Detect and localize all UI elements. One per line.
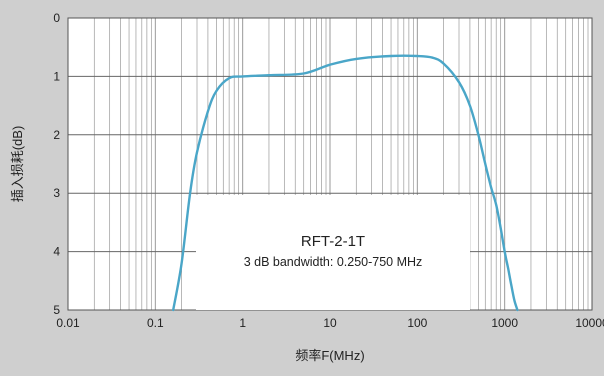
annotation-subtitle: 3 dB bandwidth: 0.250-750 MHz	[244, 255, 423, 269]
x-axis-title: 频率F(MHz)	[295, 348, 364, 363]
annotation-box: RFT-2-1T 3 dB bandwidth: 0.250-750 MHz	[196, 195, 470, 310]
series-line	[172, 54, 519, 312]
y-tick-label: 4	[53, 245, 60, 259]
y-tick-label: 3	[53, 186, 60, 200]
annotation-background	[196, 195, 470, 310]
y-tick-label: 0	[53, 11, 60, 25]
annotation-title: RFT-2-1T	[301, 233, 365, 250]
x-tick-label: 10	[323, 316, 337, 330]
x-tick-label: 100	[407, 316, 427, 330]
x-tick-label: 1	[239, 316, 246, 330]
x-tick-label: 10000	[575, 316, 604, 330]
x-tick-label: 0.01	[56, 316, 80, 330]
x-tick-labels: 0.01 0.1 1 10 100 1000 10000	[56, 316, 604, 330]
y-tick-label: 1	[53, 69, 60, 83]
x-tick-label: 1000	[491, 316, 518, 330]
series-layer	[172, 54, 519, 312]
y-tick-label: 5	[53, 303, 60, 317]
x-tick-label: 0.1	[147, 316, 164, 330]
y-axis-title: 插入损耗(dB)	[10, 126, 25, 203]
y-tick-label: 2	[53, 128, 60, 142]
y-tick-labels: 0 1 2 3 4 5	[53, 11, 60, 317]
